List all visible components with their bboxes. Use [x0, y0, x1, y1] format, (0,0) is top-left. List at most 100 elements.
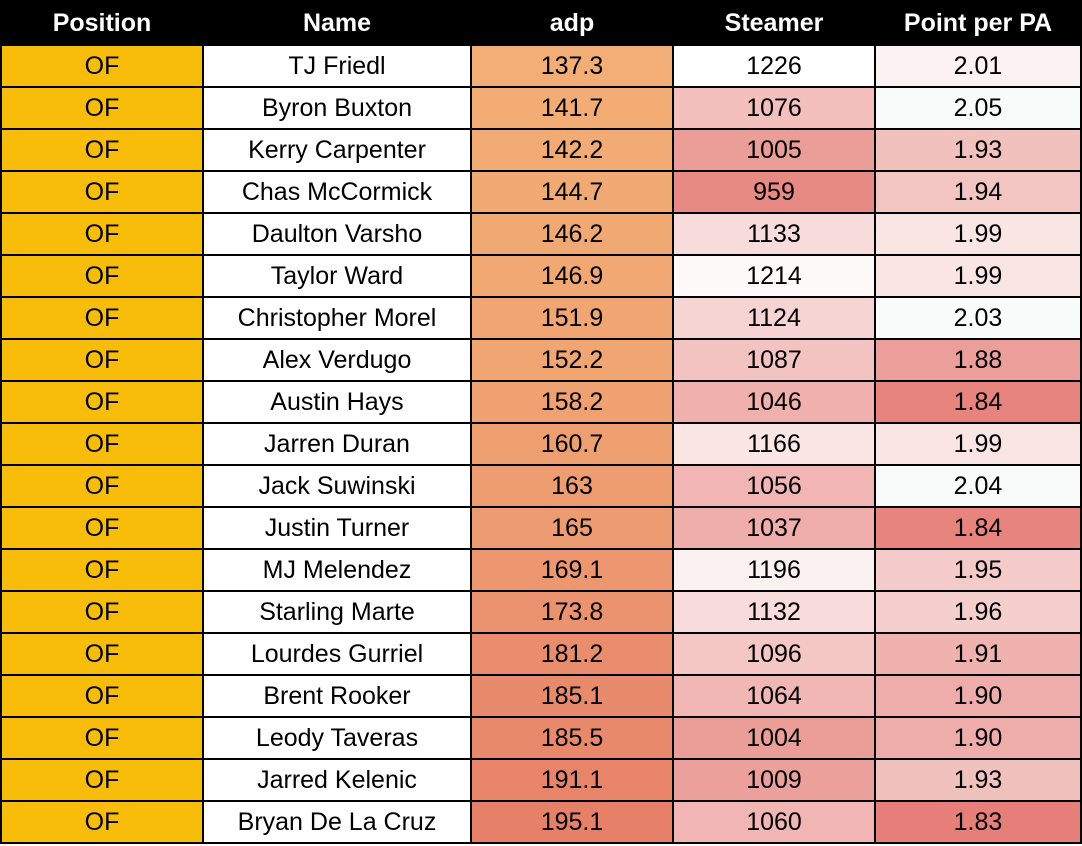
cell-name[interactable]: Christopher Morel — [202, 296, 472, 340]
cell-steamer[interactable]: 1004 — [672, 716, 876, 760]
cell-steamer[interactable]: 1037 — [672, 506, 876, 550]
cell-name[interactable]: Jarren Duran — [202, 422, 472, 466]
cell-adp[interactable]: 185.5 — [470, 716, 674, 760]
cell-name[interactable]: Bryan De La Cruz — [202, 800, 472, 844]
cell-position[interactable]: OF — [0, 338, 204, 382]
cell-steamer[interactable]: 1096 — [672, 632, 876, 676]
cell-adp[interactable]: 181.2 — [470, 632, 674, 676]
cell-position[interactable]: OF — [0, 296, 204, 340]
cell-adp[interactable]: 165 — [470, 506, 674, 550]
cell-adp[interactable]: 191.1 — [470, 758, 674, 802]
cell-position[interactable]: OF — [0, 380, 204, 424]
cell-name[interactable]: MJ Melendez — [202, 548, 472, 592]
cell-position[interactable]: OF — [0, 674, 204, 718]
cell-point-per-pa[interactable]: 2.05 — [874, 86, 1082, 130]
cell-point-per-pa[interactable]: 1.94 — [874, 170, 1082, 214]
cell-steamer[interactable]: 1133 — [672, 212, 876, 256]
cell-name[interactable]: Lourdes Gurriel — [202, 632, 472, 676]
cell-adp[interactable]: 146.2 — [470, 212, 674, 256]
cell-position[interactable]: OF — [0, 128, 204, 172]
cell-point-per-pa[interactable]: 1.96 — [874, 590, 1082, 634]
cell-steamer[interactable]: 959 — [672, 170, 876, 214]
cell-steamer[interactable]: 1060 — [672, 800, 876, 844]
cell-point-per-pa[interactable]: 1.84 — [874, 506, 1082, 550]
cell-name[interactable]: Justin Turner — [202, 506, 472, 550]
cell-steamer[interactable]: 1009 — [672, 758, 876, 802]
cell-steamer[interactable]: 1214 — [672, 254, 876, 298]
cell-name[interactable]: Jack Suwinski — [202, 464, 472, 508]
cell-steamer[interactable]: 1124 — [672, 296, 876, 340]
cell-position[interactable]: OF — [0, 212, 204, 256]
cell-steamer[interactable]: 1226 — [672, 44, 876, 88]
cell-adp[interactable]: 144.7 — [470, 170, 674, 214]
cell-adp[interactable]: 152.2 — [470, 338, 674, 382]
cell-position[interactable]: OF — [0, 548, 204, 592]
cell-steamer[interactable]: 1076 — [672, 86, 876, 130]
cell-name[interactable]: Alex Verdugo — [202, 338, 472, 382]
cell-position[interactable]: OF — [0, 254, 204, 298]
cell-point-per-pa[interactable]: 1.90 — [874, 674, 1082, 718]
cell-point-per-pa[interactable]: 1.88 — [874, 338, 1082, 382]
cell-steamer[interactable]: 1056 — [672, 464, 876, 508]
cell-point-per-pa[interactable]: 2.03 — [874, 296, 1082, 340]
header-point-per-pa[interactable]: Point per PA — [874, 0, 1082, 46]
cell-name[interactable]: Jarred Kelenic — [202, 758, 472, 802]
header-name[interactable]: Name — [202, 0, 472, 46]
header-steamer[interactable]: Steamer — [672, 0, 876, 46]
cell-adp[interactable]: 163 — [470, 464, 674, 508]
cell-position[interactable]: OF — [0, 800, 204, 844]
cell-adp[interactable]: 137.3 — [470, 44, 674, 88]
cell-position[interactable]: OF — [0, 170, 204, 214]
cell-steamer[interactable]: 1064 — [672, 674, 876, 718]
cell-name[interactable]: Starling Marte — [202, 590, 472, 634]
cell-adp[interactable]: 141.7 — [470, 86, 674, 130]
cell-name[interactable]: Austin Hays — [202, 380, 472, 424]
cell-position[interactable]: OF — [0, 506, 204, 550]
cell-steamer[interactable]: 1046 — [672, 380, 876, 424]
cell-name[interactable]: Kerry Carpenter — [202, 128, 472, 172]
cell-position[interactable]: OF — [0, 44, 204, 88]
cell-steamer[interactable]: 1005 — [672, 128, 876, 172]
cell-adp[interactable]: 169.1 — [470, 548, 674, 592]
cell-adp[interactable]: 195.1 — [470, 800, 674, 844]
cell-point-per-pa[interactable]: 1.99 — [874, 212, 1082, 256]
cell-point-per-pa[interactable]: 1.84 — [874, 380, 1082, 424]
cell-position[interactable]: OF — [0, 716, 204, 760]
cell-adp[interactable]: 158.2 — [470, 380, 674, 424]
cell-adp[interactable]: 160.7 — [470, 422, 674, 466]
cell-point-per-pa[interactable]: 1.95 — [874, 548, 1082, 592]
cell-point-per-pa[interactable]: 2.01 — [874, 44, 1082, 88]
cell-adp[interactable]: 142.2 — [470, 128, 674, 172]
cell-adp[interactable]: 185.1 — [470, 674, 674, 718]
header-adp[interactable]: adp — [470, 0, 674, 46]
cell-point-per-pa[interactable]: 1.90 — [874, 716, 1082, 760]
cell-point-per-pa[interactable]: 1.99 — [874, 422, 1082, 466]
cell-adp[interactable]: 173.8 — [470, 590, 674, 634]
cell-name[interactable]: Chas McCormick — [202, 170, 472, 214]
cell-point-per-pa[interactable]: 1.99 — [874, 254, 1082, 298]
cell-point-per-pa[interactable]: 1.93 — [874, 758, 1082, 802]
cell-name[interactable]: Brent Rooker — [202, 674, 472, 718]
cell-name[interactable]: Taylor Ward — [202, 254, 472, 298]
cell-position[interactable]: OF — [0, 422, 204, 466]
cell-point-per-pa[interactable]: 1.91 — [874, 632, 1082, 676]
cell-point-per-pa[interactable]: 1.93 — [874, 128, 1082, 172]
cell-position[interactable]: OF — [0, 464, 204, 508]
cell-point-per-pa[interactable]: 1.83 — [874, 800, 1082, 844]
cell-position[interactable]: OF — [0, 590, 204, 634]
cell-position[interactable]: OF — [0, 86, 204, 130]
cell-name[interactable]: Leody Taveras — [202, 716, 472, 760]
cell-steamer[interactable]: 1087 — [672, 338, 876, 382]
header-position[interactable]: Position — [0, 0, 204, 46]
cell-adp[interactable]: 146.9 — [470, 254, 674, 298]
cell-name[interactable]: Byron Buxton — [202, 86, 472, 130]
cell-point-per-pa[interactable]: 2.04 — [874, 464, 1082, 508]
cell-steamer[interactable]: 1132 — [672, 590, 876, 634]
cell-steamer[interactable]: 1196 — [672, 548, 876, 592]
cell-name[interactable]: Daulton Varsho — [202, 212, 472, 256]
cell-position[interactable]: OF — [0, 632, 204, 676]
cell-name[interactable]: TJ Friedl — [202, 44, 472, 88]
cell-steamer[interactable]: 1166 — [672, 422, 876, 466]
cell-position[interactable]: OF — [0, 758, 204, 802]
cell-adp[interactable]: 151.9 — [470, 296, 674, 340]
